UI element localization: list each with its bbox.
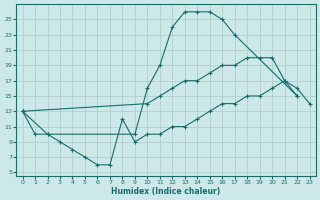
X-axis label: Humidex (Indice chaleur): Humidex (Indice chaleur) (111, 187, 221, 196)
